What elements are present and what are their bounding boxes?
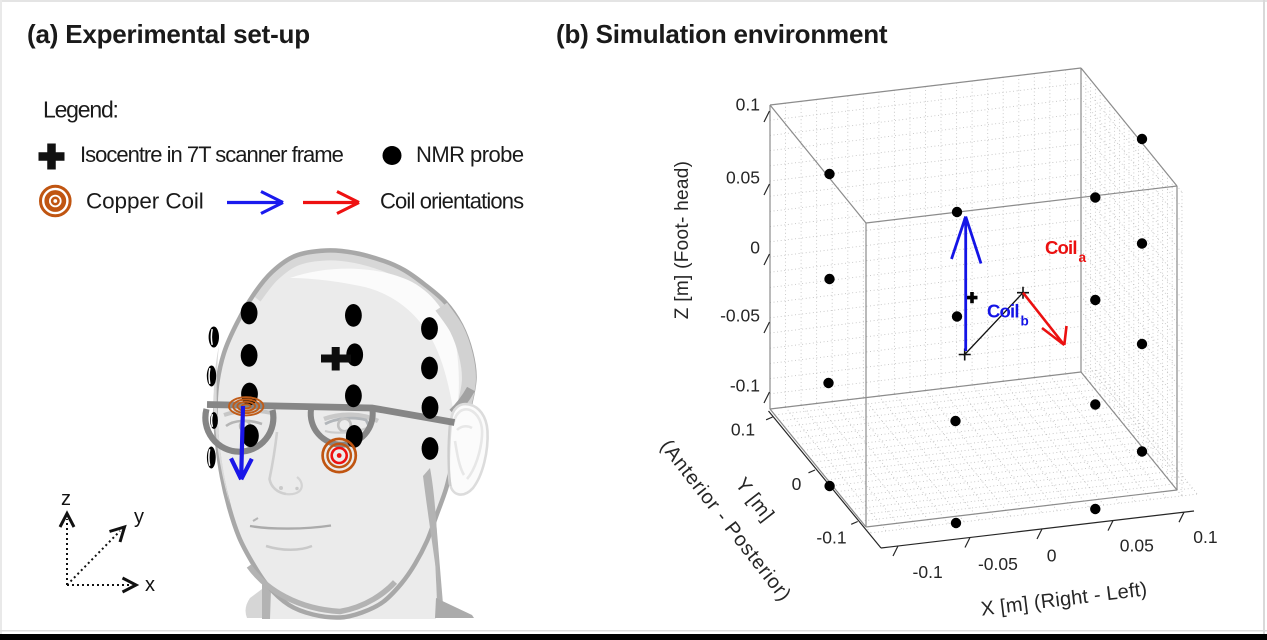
svg-text:Coil orientations: Coil orientations [380, 189, 524, 214]
svg-text:0: 0 [792, 474, 802, 494]
svg-text:Isocentre in 7T scanner frame: Isocentre in 7T scanner frame [80, 142, 344, 167]
svg-text:-0.1: -0.1 [816, 527, 846, 547]
svg-text:Legend:: Legend: [43, 97, 118, 123]
svg-text:Z [m] (Foot- head): Z [m] (Foot- head) [672, 161, 693, 320]
svg-text:0: 0 [1047, 545, 1057, 565]
svg-text:0.05: 0.05 [1120, 536, 1154, 556]
svg-text:Coil: Coil [1045, 237, 1077, 258]
svg-text:z: z [61, 488, 71, 510]
svg-text:Coil: Coil [987, 301, 1019, 322]
svg-text:-0.05: -0.05 [978, 554, 1018, 574]
svg-text:0.05: 0.05 [726, 167, 760, 187]
svg-text:0: 0 [750, 237, 760, 257]
svg-text:NMR probe: NMR probe [416, 142, 524, 167]
svg-text:0.1: 0.1 [736, 94, 760, 114]
svg-text:(b) Simulation environment: (b) Simulation environment [556, 19, 888, 49]
svg-text:0.1: 0.1 [731, 419, 755, 439]
svg-text:0.1: 0.1 [1193, 527, 1217, 547]
svg-text:Copper Coil: Copper Coil [86, 189, 204, 214]
svg-text:(a) Experimental set-up: (a) Experimental set-up [27, 19, 310, 49]
svg-text:-0.1: -0.1 [730, 375, 760, 395]
svg-text:b: b [1021, 314, 1029, 329]
svg-text:y: y [134, 506, 144, 528]
svg-text:-0.05: -0.05 [720, 305, 760, 325]
svg-text:-0.1: -0.1 [913, 562, 943, 582]
svg-text:x: x [145, 574, 155, 596]
svg-text:a: a [1079, 250, 1087, 265]
